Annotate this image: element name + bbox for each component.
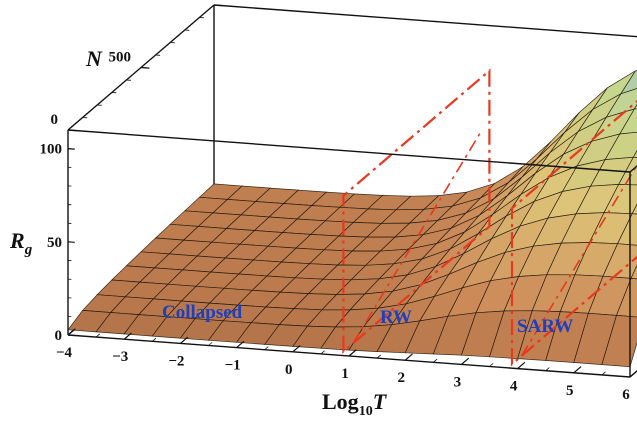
x-axis-title-sub: 10: [359, 404, 373, 417]
x-axis-title: Log10T: [322, 389, 388, 417]
x-tick-label-8: 4: [510, 379, 518, 395]
rg-tick-label-1: 50: [47, 235, 62, 251]
x-tick-label-2: −2: [168, 353, 184, 369]
region-label-sarw: SARW: [517, 316, 573, 337]
region-label-collapsed: Collapsed: [162, 302, 243, 323]
rg-axis-title-sub: g: [24, 242, 33, 258]
x-tick-label-7: 3: [454, 374, 462, 390]
x-tick-label-10: 6: [622, 387, 630, 403]
x-tick-label-0: −4: [56, 345, 73, 361]
x-tick-label-6: 2: [397, 370, 405, 386]
rg-axis-title: Rg: [9, 228, 33, 258]
box-back-edge-2: [214, 5, 637, 47]
rg-tick-label-0: 0: [55, 328, 63, 344]
n-tick-label-0: 0: [51, 112, 59, 128]
x-tick-label-1: −3: [112, 349, 128, 365]
rg-tick-label-2: 100: [40, 142, 63, 158]
x-axis-title-main: Log: [322, 389, 359, 414]
region-label-rw: RW: [380, 307, 412, 328]
x-tick-label-3: −1: [225, 358, 241, 374]
rg-axis-title-main: R: [9, 228, 25, 253]
n-tick-label-1: 500: [109, 50, 132, 66]
n-axis-title: N: [85, 46, 103, 71]
n-tick-label-2: 1000: [174, 0, 204, 3]
x-tick-label-4: 0: [285, 362, 293, 378]
x-axis-title-tail: T: [373, 389, 388, 414]
x-tick-label-9: 5: [566, 383, 574, 399]
x-tick-label-5: 1: [341, 366, 349, 382]
